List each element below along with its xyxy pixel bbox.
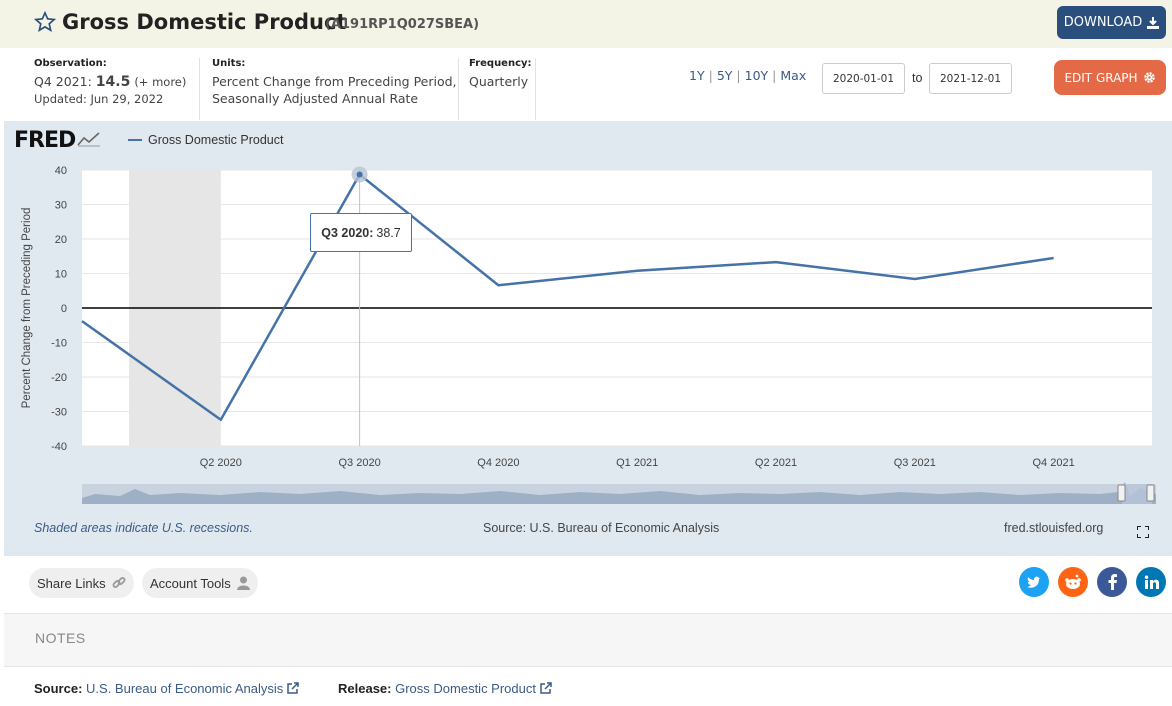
linkedin-icon[interactable] (1136, 567, 1166, 597)
frequency-block: Frequency: Quarterly (469, 58, 532, 90)
chart-tooltip: Q3 2020: 38.7 (310, 213, 412, 252)
graph-source: Source: U.S. Bureau of Economic Analysis (483, 521, 720, 535)
navigator-right-handle[interactable] (1146, 484, 1155, 502)
external-link-icon (287, 682, 299, 694)
series-line (81, 173, 1054, 422)
chart-legend: Gross Domestic Product (128, 133, 283, 147)
share-links-button[interactable]: Share Links (29, 568, 134, 598)
navigator-series (82, 482, 1156, 504)
source-link[interactable]: U.S. Bureau of Economic Analysis (86, 681, 284, 696)
navigator-left-handle[interactable] (1117, 484, 1126, 502)
range-max-button[interactable]: Max (780, 68, 807, 83)
facebook-icon[interactable] (1097, 567, 1127, 597)
legend-label: Gross Domestic Product (148, 133, 284, 147)
x-tick-label: Q3 2021 (894, 457, 936, 469)
x-tick-label: Q4 2021 (1032, 457, 1074, 469)
updated-date: Updated: Jun 29, 2022 (34, 92, 164, 106)
notes-release: Release: Gross Domestic Product (338, 681, 552, 696)
divider (458, 58, 459, 120)
notes-title: NOTES (35, 630, 86, 646)
y-axis-label: Percent Change from Preceding Period (21, 208, 33, 409)
y-tick-label: -20 (51, 372, 67, 384)
navigator-selection[interactable] (1122, 484, 1152, 504)
edit-graph-button[interactable]: EDIT GRAPH (1054, 60, 1166, 95)
end-date-input[interactable]: 2021-12-01 (929, 63, 1012, 94)
frequency-label: Frequency: (469, 58, 532, 69)
x-tick-label: Q2 2020 (200, 457, 242, 469)
user-icon (236, 576, 250, 590)
release-link[interactable]: Gross Domestic Product (395, 681, 536, 696)
observation-period: Q4 2021: (34, 74, 92, 89)
range-navigator[interactable] (82, 482, 1156, 504)
y-tick-label: 0 (61, 303, 67, 315)
y-tick-label: 10 (55, 269, 67, 281)
start-date-input[interactable]: 2020-01-01 (822, 63, 905, 94)
tooltip-value: 38.7 (376, 225, 401, 240)
fullscreen-icon[interactable] (1137, 526, 1149, 538)
units-label: Units: (212, 58, 246, 69)
y-tick-label: 30 (55, 200, 67, 212)
share-links-label: Share Links (37, 575, 106, 591)
page-title: Gross Domestic Product (62, 10, 347, 34)
units-line1: Percent Change from Preceding Period, (212, 74, 457, 89)
star-icon[interactable] (34, 11, 56, 33)
observation-value: 14.5 (95, 74, 131, 90)
external-link-icon (539, 682, 552, 694)
download-button[interactable]: DOWNLOAD (1057, 6, 1166, 39)
range-1y-button[interactable]: 1Y (689, 68, 705, 83)
frequency-value: Quarterly (469, 74, 529, 89)
y-tick-label: 40 (55, 165, 67, 177)
fred-chart-icon (77, 132, 101, 147)
range-10y-button[interactable]: 10Y (744, 68, 769, 83)
series-header (0, 0, 1172, 48)
y-tick-label: -10 (51, 338, 67, 350)
divider (535, 58, 536, 120)
y-tick-label: 20 (55, 234, 67, 246)
gear-icon (1143, 72, 1155, 83)
download-label: DOWNLOAD (1063, 15, 1143, 30)
legend-swatch (128, 139, 142, 141)
observation-label: Observation: (34, 58, 107, 69)
reddit-icon[interactable] (1058, 567, 1088, 597)
x-tick-label: Q1 2021 (616, 457, 658, 469)
range-buttons: 1Y | 5Y | 10Y | Max (689, 68, 807, 83)
highlight-point[interactable] (356, 171, 363, 178)
y-tick-label: -30 (51, 407, 67, 419)
release-label: Release: (338, 681, 392, 696)
date-to-label: to (912, 71, 923, 85)
range-5y-button[interactable]: 5Y (716, 68, 733, 83)
notes-section (4, 613, 1172, 667)
x-tick-label: Q2 2021 (755, 457, 797, 469)
twitter-icon[interactable] (1019, 567, 1049, 597)
download-icon (1147, 16, 1160, 29)
y-tick-label: -40 (51, 441, 67, 453)
x-tick-label: Q3 2020 (338, 457, 380, 469)
site-link[interactable]: fred.stlouisfed.org (1004, 521, 1104, 535)
x-tick-label: Q4 2020 (477, 457, 519, 469)
edit-graph-label: EDIT GRAPH (1064, 70, 1138, 85)
units-line2: Seasonally Adjusted Annual Rate (212, 91, 419, 106)
observation-block: Observation: Q4 2021: 14.5 (+ more) Upda… (34, 58, 186, 108)
recession-note: Shaded areas indicate U.S. recessions. (34, 521, 253, 535)
account-tools-button[interactable]: Account Tools (142, 568, 258, 598)
source-label: Source: (34, 681, 83, 696)
divider (199, 58, 200, 120)
account-tools-label: Account Tools (150, 575, 231, 591)
link-icon (112, 577, 126, 588)
units-block: Units: Percent Change from Preceding Per… (212, 58, 457, 107)
notes-source: Source: U.S. Bureau of Economic Analysis (34, 681, 299, 696)
observation-more-link[interactable]: (+ more) (134, 75, 187, 89)
fred-logo: FRED (14, 128, 101, 153)
series-id: (A191RP1Q027SBEA) (325, 17, 480, 32)
tooltip-period: Q3 2020: (321, 225, 374, 240)
